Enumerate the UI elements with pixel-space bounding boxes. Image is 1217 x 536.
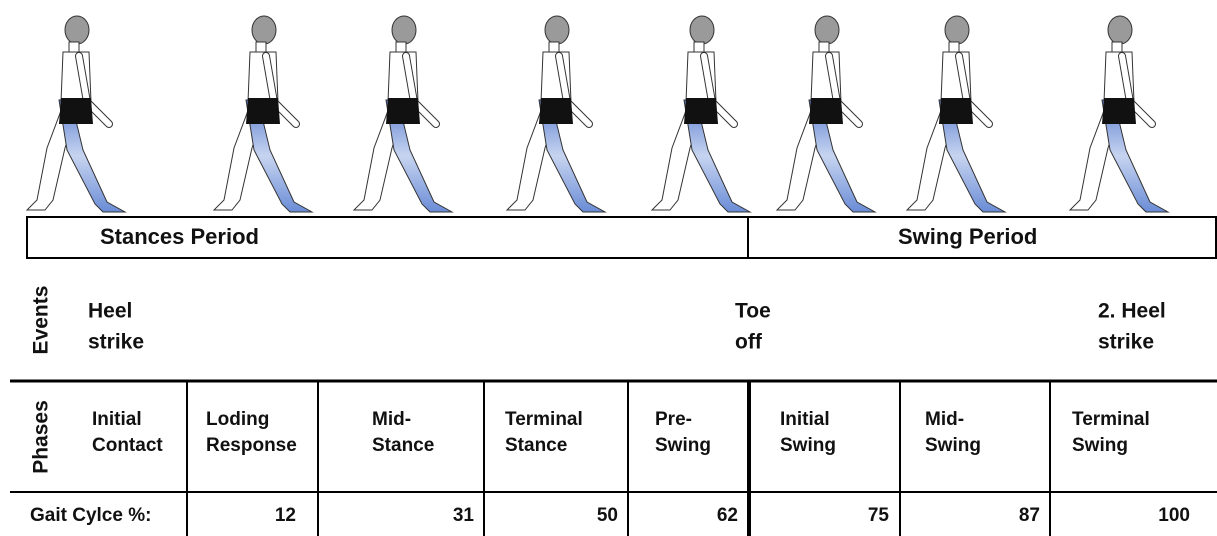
phase: Stance (505, 435, 567, 456)
row-label: Events (30, 286, 53, 355)
event: Toe (735, 300, 771, 323)
gait-percent: 62 (717, 505, 738, 526)
phase: Initial (780, 409, 830, 430)
gait-percent: 31 (453, 505, 475, 526)
phase: Mid- (372, 409, 411, 430)
event: off (735, 331, 763, 354)
phase: Initial (92, 409, 142, 430)
periods-bar: Stances Period Swing Period (26, 216, 1217, 259)
event: strike (88, 331, 144, 354)
gait-percent: 87 (1019, 505, 1040, 526)
gait-percent: 100 (1158, 505, 1190, 526)
phase: Terminal (1072, 409, 1150, 430)
row-label: Phases (30, 400, 53, 474)
gait-percent: 50 (597, 505, 618, 526)
phase: Contact (92, 435, 163, 456)
period-label: Stances Period (100, 224, 259, 249)
event: 2. Heel (1098, 300, 1166, 323)
phase: Mid- (925, 409, 964, 430)
gait-percent: 12 (275, 505, 296, 526)
events-row: Events Heel strike Toe off 2. Heel strik… (30, 286, 1166, 355)
phases-table: Phases Initial Contact Loding Response Mid- S… (10, 379, 1217, 536)
period-label: Swing Period (898, 224, 1037, 249)
event: Heel (88, 300, 132, 323)
phase: Loding (206, 409, 269, 430)
phase: Swing (925, 435, 981, 456)
gait-percent: 75 (868, 505, 890, 526)
phase: Swing (655, 435, 711, 456)
phase: Pre- (655, 409, 692, 430)
phase: Terminal (505, 409, 583, 430)
phase: Swing (780, 435, 836, 456)
phase: Response (206, 435, 297, 456)
phase: Stance (372, 435, 434, 456)
row-label: Gait Cylce %: (30, 505, 151, 526)
event: strike (1098, 331, 1154, 354)
phase: Swing (1072, 435, 1128, 456)
walking-figures (27, 16, 1168, 212)
